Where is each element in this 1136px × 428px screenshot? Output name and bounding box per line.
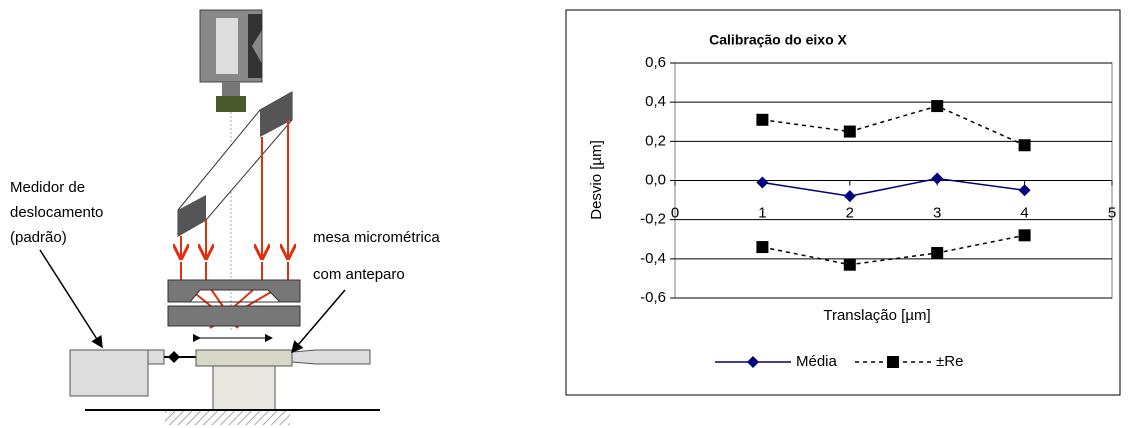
figure: Medidor de deslocamento (padrão) mesa mi… (0, 0, 1136, 428)
y-tick-label: -0,4 (640, 250, 666, 267)
point (1019, 139, 1031, 151)
meter-probe (148, 350, 164, 364)
pointer (40, 250, 102, 347)
point (1019, 229, 1031, 241)
point (931, 247, 943, 259)
label: mesa micrométrica (313, 229, 440, 246)
probe-tip (168, 351, 180, 363)
legend-label: Média (796, 353, 838, 370)
x-tick-label: 5 (1108, 204, 1116, 221)
y-tick-label: 0,0 (645, 171, 666, 188)
x-tick-label: 1 (758, 204, 766, 221)
label: (padrão) (10, 229, 67, 246)
y-axis-label: Desvio [µm] (588, 140, 605, 220)
camera-lens (216, 96, 246, 112)
stage-table (196, 350, 292, 366)
y-tick-label: -0,2 (640, 211, 666, 228)
y-tick-label: 0,4 (645, 93, 666, 110)
point (756, 114, 768, 126)
point (844, 259, 856, 271)
x-tick-label: 2 (846, 204, 854, 221)
y-tick-label: -0,6 (640, 289, 666, 306)
stage-support (213, 366, 275, 410)
legend-label: ±Re (936, 353, 963, 370)
displacement-meter (70, 350, 148, 396)
y-tick-label: 0,6 (645, 54, 666, 71)
label: Medidor de (10, 179, 85, 196)
point (844, 126, 856, 138)
y-tick-label: 0,2 (645, 132, 666, 149)
point (756, 241, 768, 253)
x-axis-label: Translação [µm] (823, 307, 930, 324)
x-tick-label: 0 (671, 204, 679, 221)
point (931, 100, 943, 112)
label: com anteparo (313, 266, 405, 283)
stage-screw (292, 350, 370, 364)
x-tick-label: 3 (933, 204, 941, 221)
chart-title: Calibração do eixo X (709, 32, 847, 48)
x-tick-label: 4 (1020, 204, 1028, 221)
ground (165, 411, 290, 425)
camera-mount (222, 82, 240, 96)
legend-marker (887, 356, 899, 368)
setup-diagram: Medidor de deslocamento (padrão) mesa mi… (10, 10, 440, 425)
lens-upper (168, 280, 300, 302)
camera-panel (216, 18, 238, 74)
label: deslocamento (10, 204, 103, 221)
lens-lower (168, 306, 300, 326)
